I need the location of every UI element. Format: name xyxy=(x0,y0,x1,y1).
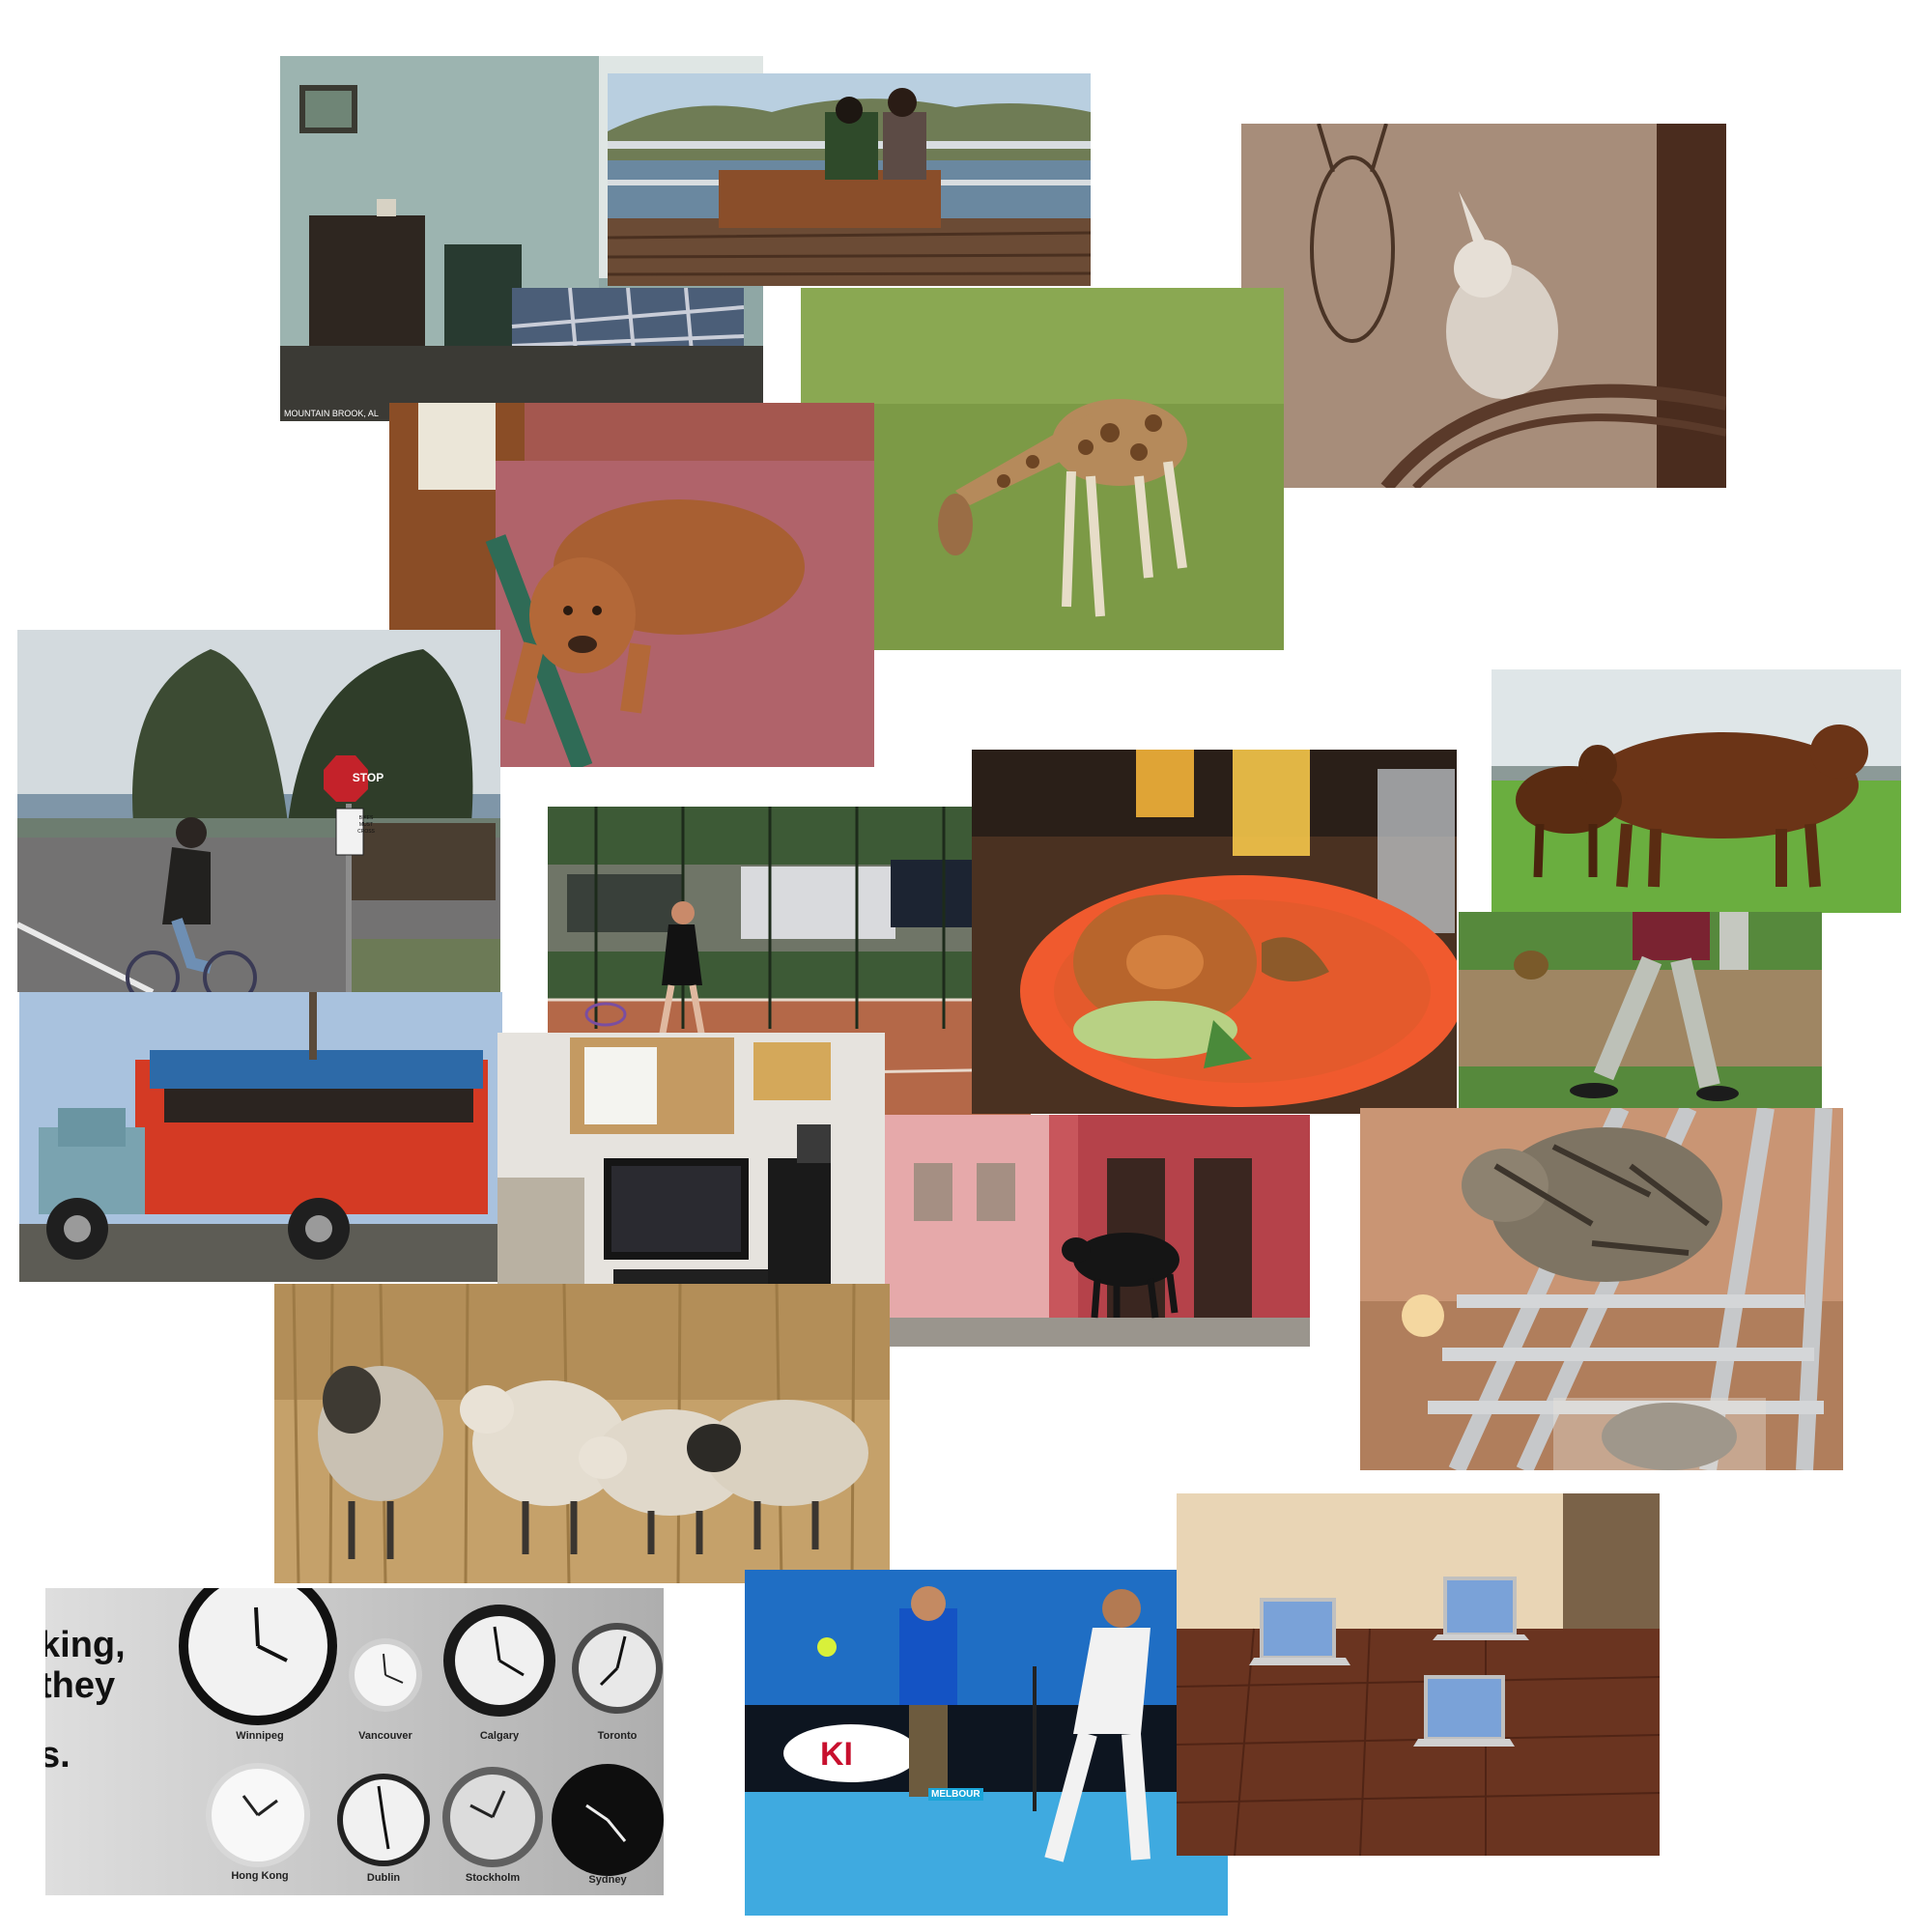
photo-dog-on-bed xyxy=(389,403,874,767)
clock-label: Vancouver xyxy=(358,1730,412,1742)
clock-label: Dublin xyxy=(366,1872,401,1884)
photo-pier-bench xyxy=(608,73,1091,286)
photo-red-truck xyxy=(19,992,502,1282)
wall-text-line: s. xyxy=(45,1735,71,1776)
photo-office-desk xyxy=(497,1033,885,1322)
banner-text-right: MELBOUR xyxy=(928,1788,983,1801)
stop-sign-text: STOP xyxy=(352,771,384,784)
clock-label: Stockholm xyxy=(465,1872,521,1884)
wall-text-line: king, xyxy=(45,1625,126,1665)
photo-cow-and-calf xyxy=(1492,669,1901,913)
photo-giraffe xyxy=(801,288,1284,650)
photo-bagel-plate xyxy=(972,750,1457,1114)
photo-world-clocks: king, they s. Winnipeg Vancouver Calgary… xyxy=(45,1588,664,1895)
photo-sheep-field xyxy=(274,1284,890,1583)
photo-laptops-on-bed xyxy=(1177,1493,1660,1856)
photo-pink-building-cow xyxy=(885,1115,1310,1347)
banner-text-left: KI xyxy=(820,1736,853,1773)
photo-baseball-player xyxy=(1459,912,1822,1108)
clock-label: Sydney xyxy=(588,1874,627,1886)
clock-label: Calgary xyxy=(479,1730,520,1742)
photo-cyclist-stop-sign: STOP BIKES MUST CROSS xyxy=(17,630,500,992)
photo-tennis-player: KI MELBOUR xyxy=(745,1570,1228,1916)
wall-text-line: they xyxy=(45,1665,116,1706)
clock-label: Winnipeg xyxy=(236,1730,284,1742)
photo-cat-on-ladder xyxy=(1360,1108,1843,1470)
photo-cockatiel xyxy=(1241,124,1726,488)
wall-text: king, they s. xyxy=(45,1625,126,1776)
clock-label: Toronto xyxy=(597,1730,638,1742)
clock-label: Hong Kong xyxy=(231,1870,289,1882)
bike-sign-text: BIKES MUST CROSS xyxy=(357,815,375,835)
photo-caption-location: MOUNTAIN BROOK, AL xyxy=(284,409,379,418)
